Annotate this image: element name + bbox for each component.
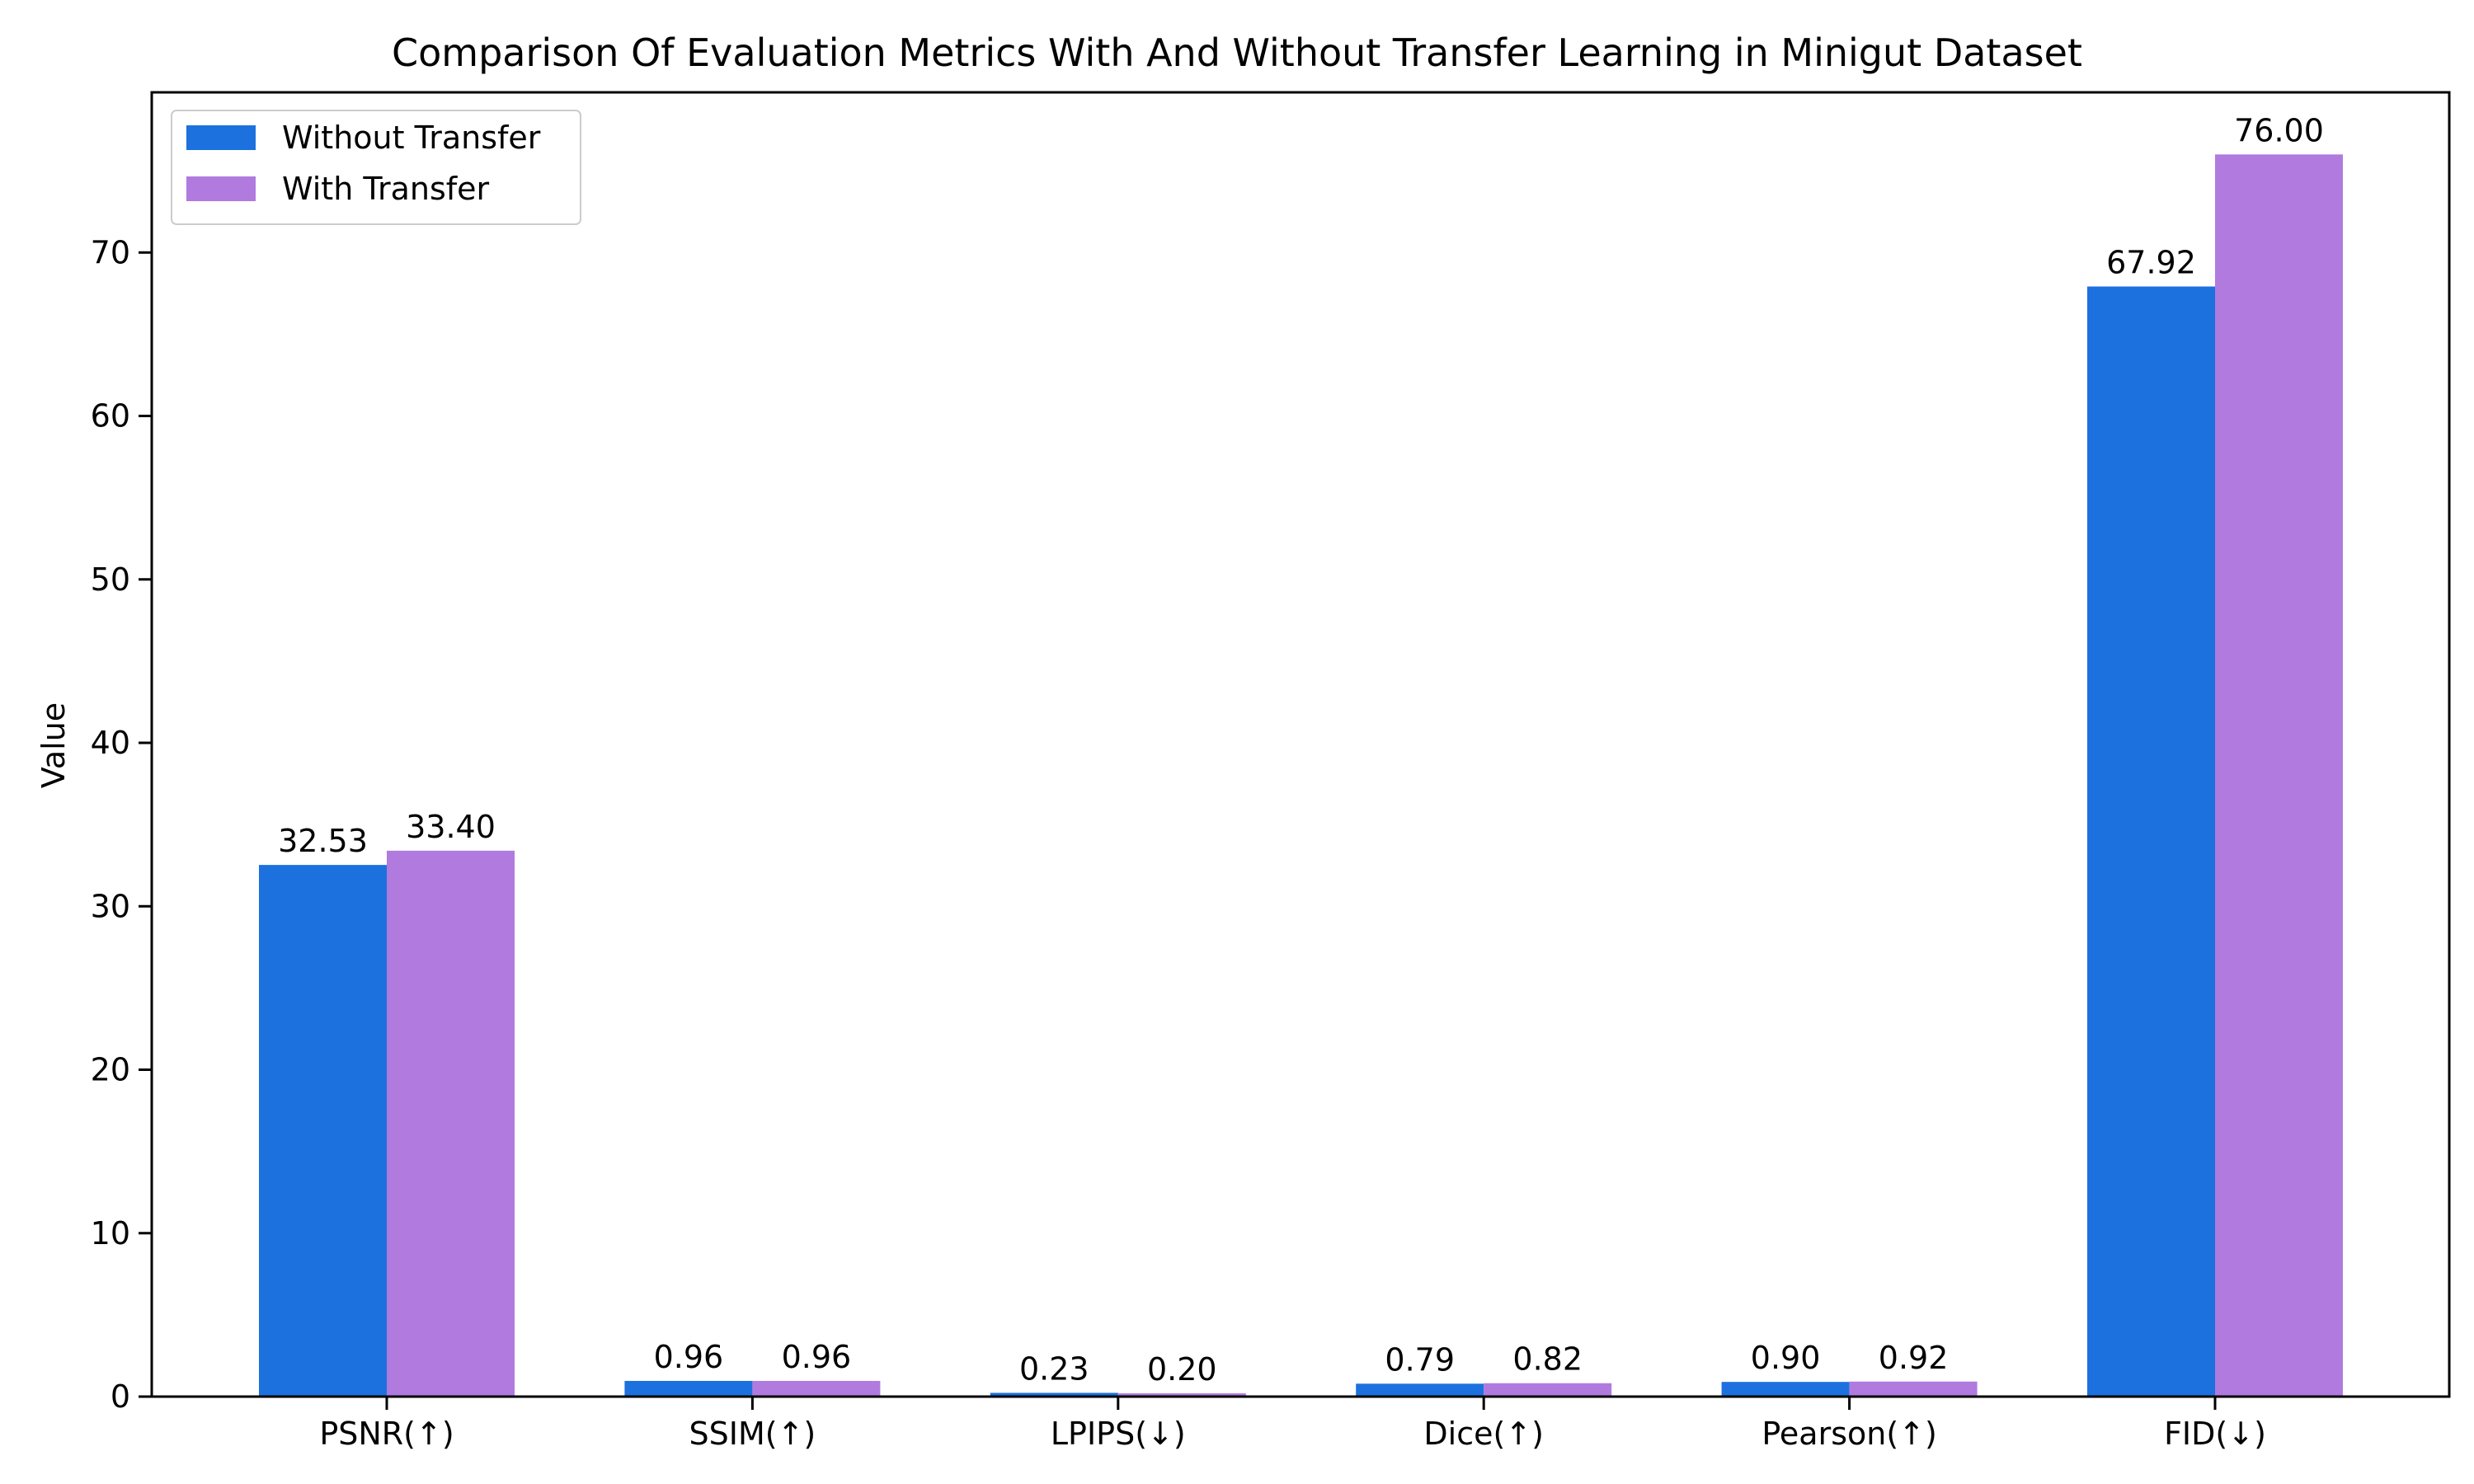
bar-value-label: 0.96 [782, 1339, 852, 1375]
bar-value-label: 0.23 [1019, 1350, 1089, 1387]
y-tick-label: 50 [91, 561, 130, 598]
y-tick-label: 70 [91, 234, 130, 270]
legend: Without Transfer With Transfer [171, 110, 581, 225]
y-tick-label: 60 [91, 398, 130, 434]
legend-swatch [186, 125, 256, 150]
bar [1117, 1393, 1246, 1397]
x-tick-label: Dice(↑) [1423, 1416, 1544, 1452]
y-tick-label: 20 [91, 1052, 130, 1088]
bar [387, 850, 515, 1397]
bar-value-label: 33.40 [406, 809, 496, 845]
bar-value-label: 0.90 [1751, 1340, 1821, 1376]
y-axis: 0 10 20 30 40 50 60 70 [91, 234, 152, 1415]
bar [1849, 1381, 1978, 1397]
legend-label: With Transfer [282, 171, 490, 207]
bar-value-label: 0.96 [654, 1339, 724, 1375]
x-tick-label: Pearson(↑) [1761, 1416, 1936, 1452]
x-tick-label: SSIM(↑) [689, 1416, 816, 1452]
y-tick-label: 40 [91, 725, 130, 761]
bar-value-label: 67.92 [2106, 245, 2196, 281]
bar-value-label: 0.79 [1385, 1341, 1455, 1378]
legend-box [171, 110, 581, 225]
y-tick-label: 10 [91, 1215, 130, 1252]
y-axis-label: Value [35, 702, 72, 788]
bar-value-label: 0.82 [1512, 1341, 1583, 1378]
bar-value-label: 32.53 [278, 823, 368, 859]
x-tick-label: FID(↓) [2164, 1416, 2266, 1452]
bar [2215, 154, 2343, 1397]
x-tick-label: PSNR(↑) [319, 1416, 454, 1452]
chart-title: Comparison Of Evaluation Metrics With An… [392, 31, 2082, 75]
bar [624, 1380, 753, 1397]
bar [1484, 1383, 1612, 1397]
y-tick-label: 0 [111, 1378, 130, 1415]
value-labels-group: 32.53 33.40 0.96 0.96 0.23 0.20 0.79 0.82 0.90 0.… [278, 112, 2324, 1388]
legend-label: Without Transfer [282, 120, 541, 156]
bar [2087, 286, 2215, 1397]
bar [752, 1380, 881, 1397]
bar [259, 865, 387, 1397]
bar [1721, 1382, 1850, 1397]
legend-swatch [186, 176, 256, 201]
bar [990, 1392, 1118, 1397]
x-tick-label: LPIPS(↓) [1051, 1416, 1186, 1452]
bar-value-label: 0.92 [1879, 1340, 1949, 1376]
y-tick-label: 30 [91, 888, 130, 924]
bar-value-label: 0.20 [1147, 1351, 1217, 1388]
bars-group [259, 154, 2343, 1397]
bar [1356, 1383, 1484, 1397]
plot-frame [150, 91, 2451, 1398]
bar-value-label: 76.00 [2234, 112, 2324, 148]
x-axis: PSNR(↑) SSIM(↑) LPIPS(↓) Dice(↑) Pearson(↑) F… [319, 1397, 2266, 1452]
